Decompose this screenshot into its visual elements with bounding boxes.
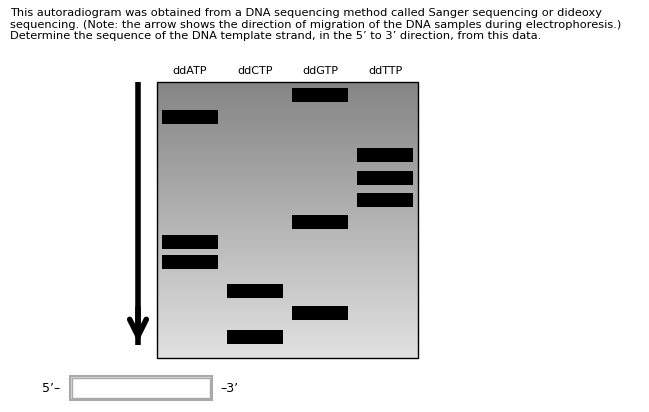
Bar [162,110,217,124]
Bar [227,284,283,298]
Text: ddGTP: ddGTP [302,66,338,76]
Bar [70,376,212,400]
Bar [157,82,418,358]
Bar [162,235,217,249]
Bar [292,306,348,320]
Text: ddTTP: ddTTP [368,66,402,76]
Text: –3’: –3’ [220,382,238,395]
Bar [358,171,413,185]
Bar [72,378,210,398]
Text: ddATP: ddATP [173,66,207,76]
Bar [292,88,348,102]
Bar [292,215,348,229]
Text: ddCTP: ddCTP [237,66,273,76]
Bar [358,148,413,162]
Text: This autoradiogram was obtained from a DNA sequencing method called Sanger seque: This autoradiogram was obtained from a D… [10,8,621,41]
Bar [162,255,217,269]
Bar [358,193,413,207]
Bar [72,378,210,398]
Text: 5’–: 5’– [42,382,60,395]
Bar [227,330,283,344]
